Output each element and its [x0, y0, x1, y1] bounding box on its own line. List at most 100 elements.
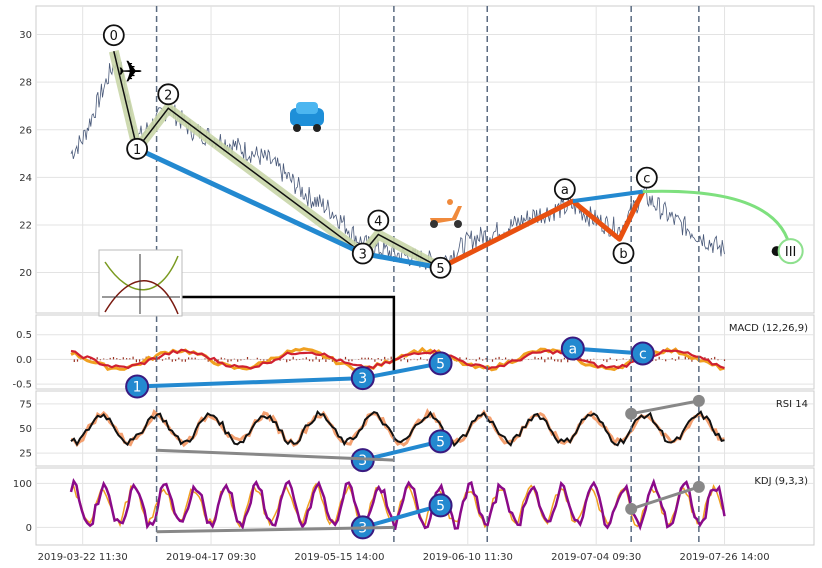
rsi-marker-5: 5 — [428, 429, 453, 454]
y-tick-label: 28 — [19, 78, 32, 89]
wave-label-b: b — [612, 242, 635, 265]
wave-label-5: 5 — [429, 256, 452, 279]
x-tick-label: 2019-04-17 09:30 — [166, 552, 256, 563]
marker-circle — [126, 137, 149, 160]
kdj-gray-marker — [625, 502, 638, 515]
macd-marker-a: a — [560, 336, 585, 361]
rsi-gray-marker — [625, 407, 638, 420]
marker-circle — [428, 429, 453, 454]
kdj-divergence-line — [362, 503, 442, 530]
marker-label: 3 — [358, 371, 367, 387]
kdj-gray-divergence — [156, 525, 394, 534]
rsi-gray-divergence — [630, 399, 700, 416]
marker-label: 3 — [358, 453, 367, 469]
a-c-line — [572, 189, 644, 204]
macd-marker-1: 1 — [125, 374, 150, 399]
marker-label: a — [561, 183, 569, 198]
wave-1-3-line — [136, 146, 364, 256]
corrective-wave-line — [439, 190, 646, 271]
x-tick-label: 2019-07-04 09:30 — [551, 552, 641, 563]
marker-label: 4 — [374, 214, 382, 229]
marker-label: b — [619, 247, 627, 262]
kdj-gray-divergence — [630, 485, 700, 511]
marker-label: a — [569, 342, 578, 358]
marker-label: 2 — [164, 88, 172, 103]
wave-label-c: c — [635, 166, 658, 189]
macd-marker-3: 3 — [350, 366, 375, 391]
marker-label: 1 — [133, 380, 142, 396]
y-tick-label: 0.5 — [16, 330, 32, 341]
x-tick-label: 2019-05-15 14:00 — [294, 552, 384, 563]
wave-label-4: 4 — [367, 209, 390, 232]
car-icon — [290, 102, 324, 132]
marker-circle — [553, 178, 576, 201]
fib-inset-image — [98, 249, 183, 317]
marker-circle — [351, 242, 374, 265]
marker-circle — [125, 374, 150, 399]
y-tick-label: 50 — [19, 424, 32, 435]
wave-label-3: 3 — [351, 242, 374, 265]
y-tick-label: 0 — [26, 523, 32, 534]
panel-kdj — [35, 467, 815, 546]
marker-label: 5 — [436, 356, 445, 372]
marker-label: 5 — [436, 262, 444, 277]
y-tick-label: 75 — [19, 399, 32, 410]
marker-circle — [428, 351, 453, 376]
axis-labels: 2019-03-22 11:30 2019-04-17 09:30 2019-05-… — [12, 30, 808, 563]
rsi-line — [70, 409, 725, 448]
y-tick-label: -0.5 — [12, 380, 32, 391]
marker-circle — [560, 336, 585, 361]
marker-label: 5 — [436, 498, 445, 514]
panel-title: KDJ (9,3,3) — [754, 476, 808, 487]
panel-title: RSI 14 — [776, 399, 808, 410]
impulse-wave-line — [113, 51, 441, 269]
target-label: III — [777, 238, 804, 265]
decorations: ✈ — [98, 55, 462, 317]
scooter-icon — [430, 199, 462, 228]
wave-label-2: 2 — [157, 83, 180, 106]
macd-marker-5: 5 — [428, 351, 453, 376]
y-tick-label: 26 — [19, 125, 32, 136]
rsi-gray-divergence — [156, 448, 394, 462]
rsi-divergence-line — [362, 439, 442, 463]
y-tick-label: 24 — [19, 173, 32, 184]
marker-circle — [157, 83, 180, 106]
x-tick-label: 2019-07-26 14:00 — [679, 552, 769, 563]
marker-circle — [350, 366, 375, 391]
marker-circle — [777, 238, 804, 265]
y-tick-label: 22 — [19, 220, 32, 231]
marker-circle — [635, 166, 658, 189]
macd-divergence-line — [362, 361, 441, 381]
wave-label-1: 1 — [126, 137, 149, 160]
projection-arrow — [642, 189, 793, 252]
y-tick-label: 0.0 — [16, 355, 32, 366]
marker-circle — [429, 256, 452, 279]
y-tick-label: 20 — [19, 268, 32, 279]
x-tick-label: 2019-03-22 11:30 — [38, 552, 128, 563]
rsi-gray-marker — [692, 394, 705, 407]
marker-label: c — [643, 172, 650, 187]
wave-3-5-line — [362, 251, 442, 271]
wave-label-0: 0 — [102, 24, 125, 47]
macd-divergence-line — [137, 376, 363, 389]
x-tick-label: 2019-06-10 11:30 — [423, 552, 513, 563]
marker-label: III — [785, 245, 797, 260]
marker-circle — [630, 341, 655, 366]
marker-label: c — [639, 346, 647, 362]
y-tick-label: 100 — [13, 479, 32, 490]
panel-title: MACD (12,26,9) — [729, 323, 808, 334]
marker-circle — [102, 24, 125, 47]
marker-circle — [428, 493, 453, 518]
marker-circle — [612, 242, 635, 265]
y-tick-label: 25 — [19, 449, 32, 460]
marker-label: 5 — [436, 434, 445, 450]
y-tick-label: 30 — [19, 30, 32, 41]
wave-label-a: a — [553, 178, 576, 201]
grid-lines — [36, 6, 814, 545]
marker-label: 0 — [110, 29, 118, 44]
macd-marker-c: c — [630, 341, 655, 366]
macd-line — [70, 348, 725, 371]
wave-overlay: 012345abcIII135ac3535 — [102, 24, 804, 540]
kdj-marker-5: 5 — [428, 493, 453, 518]
